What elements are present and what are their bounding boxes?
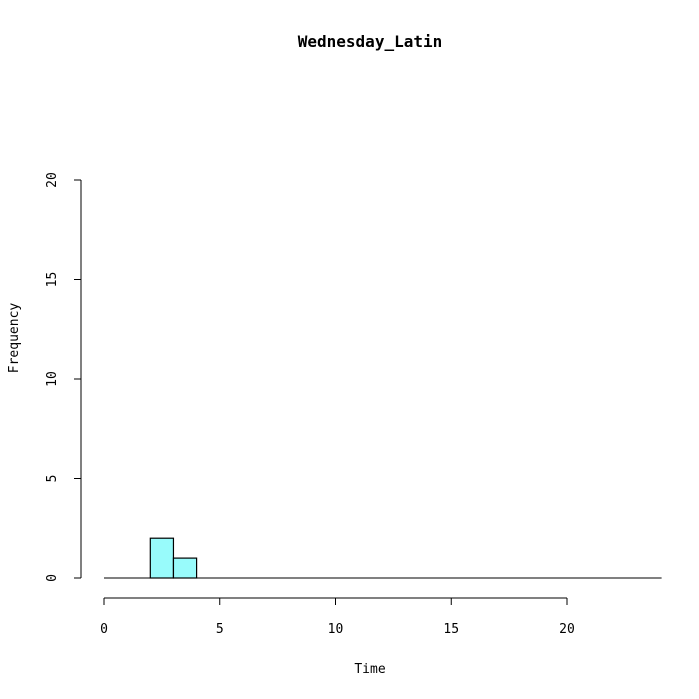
bars (104, 537, 662, 579)
y-tick-label: 5 (45, 475, 60, 483)
x-tick-label: 15 (443, 622, 459, 637)
y-tick-label: 20 (45, 172, 60, 188)
y-tick-label: 15 (45, 272, 60, 288)
x-tick-label: 10 (328, 622, 344, 637)
y-axis: 0 5 10 15 20 (45, 172, 82, 582)
x-axis-label: Time (354, 662, 385, 677)
y-axis-label: Frequency (7, 303, 22, 374)
y-tick-label: 10 (45, 371, 60, 387)
histogram-bar (172, 557, 198, 579)
x-tick-label: 0 (100, 622, 108, 637)
x-tick-label: 5 (216, 622, 224, 637)
x-axis: 0 5 10 15 20 (100, 597, 575, 637)
x-tick-label: 20 (559, 622, 575, 637)
y-tick-label: 0 (45, 574, 60, 582)
histogram-bar (149, 537, 175, 579)
chart-title: Wednesday_Latin (298, 32, 443, 51)
